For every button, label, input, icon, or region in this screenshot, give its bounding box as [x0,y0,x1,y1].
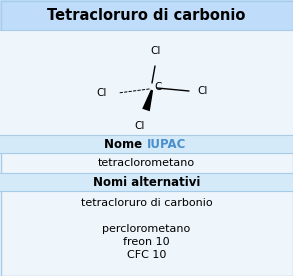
Text: Cl: Cl [197,86,207,96]
Bar [0,0,293,30]
Text: C: C [154,82,162,92]
Text: freon 10: freon 10 [123,237,170,247]
Text: IUPAC: IUPAC [146,137,186,150]
Text: tetracloruro di carbonio: tetracloruro di carbonio [81,198,212,208]
Text: Nomi alternativi: Nomi alternativi [93,176,200,189]
Text: Cl: Cl [97,88,107,98]
Bar [0,173,293,191]
Text: tetraclorometano: tetraclorometano [98,158,195,168]
Text: CFC 10: CFC 10 [127,250,166,260]
Text: Nome: Nome [104,137,146,150]
Bar [0,135,293,153]
Text: Cl: Cl [151,46,161,56]
Text: perclorometano: perclorometano [102,224,191,234]
Polygon shape [142,90,153,111]
Bar [0,30,293,135]
Text: Tetracloruro di carbonio: Tetracloruro di carbonio [47,7,246,23]
Text: Cl: Cl [135,121,145,131]
